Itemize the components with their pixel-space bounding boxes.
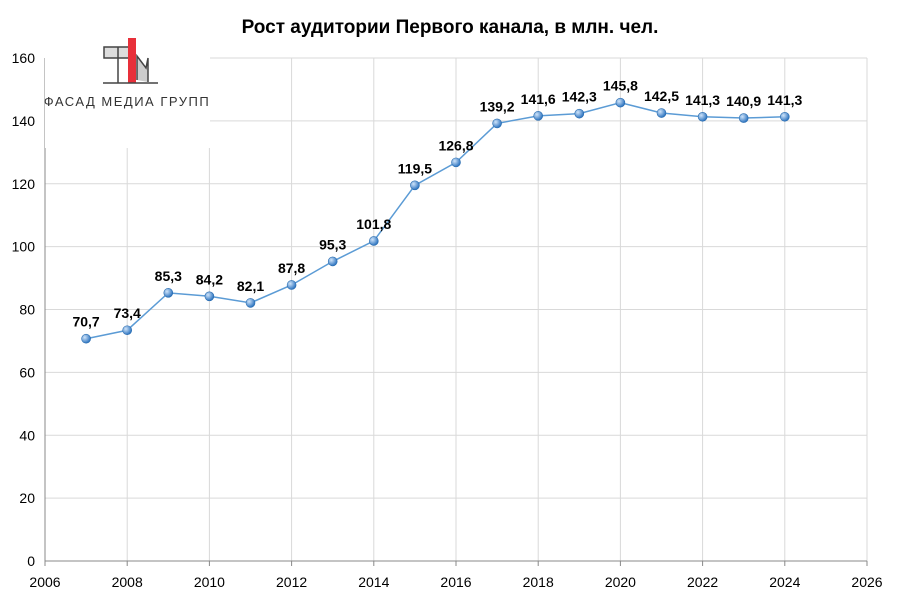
data-label: 101,8 bbox=[356, 216, 391, 232]
logo-text: ФАСАД МЕДИА ГРУПП bbox=[44, 94, 210, 109]
data-point bbox=[163, 288, 174, 298]
data-label: 145,8 bbox=[603, 78, 638, 94]
data-point bbox=[574, 108, 585, 119]
y-tick-label: 40 bbox=[19, 427, 35, 443]
data-point bbox=[738, 113, 749, 123]
y-tick-label: 100 bbox=[12, 239, 36, 255]
series-line bbox=[85, 101, 785, 340]
data-point bbox=[533, 111, 544, 121]
data-point bbox=[656, 108, 667, 118]
data-label: 119,5 bbox=[398, 160, 432, 176]
data-point bbox=[492, 118, 502, 129]
y-tick-label: 60 bbox=[19, 364, 35, 380]
data-label: 126,8 bbox=[438, 137, 473, 153]
data-label: 95,3 bbox=[319, 236, 346, 252]
x-tick-label: 2016 bbox=[440, 574, 471, 590]
data-label: 84,2 bbox=[196, 271, 223, 287]
x-tick-label: 2024 bbox=[769, 574, 800, 590]
x-tick-label: 2012 bbox=[276, 574, 307, 590]
x-tick-label: 2018 bbox=[523, 574, 554, 590]
y-tick-label: 80 bbox=[19, 302, 35, 318]
x-tick-label: 2020 bbox=[605, 574, 636, 590]
y-tick-label: 160 bbox=[12, 50, 36, 66]
x-tick-label: 2014 bbox=[358, 574, 389, 590]
data-point bbox=[410, 180, 420, 191]
data-label: 141,6 bbox=[521, 91, 556, 107]
chart-title: Рост аудитории Первого канала, в млн. че… bbox=[242, 17, 659, 38]
data-label: 87,8 bbox=[278, 260, 305, 276]
data-point bbox=[122, 325, 132, 336]
data-label: 141,3 bbox=[767, 92, 802, 108]
x-tick-label: 2008 bbox=[112, 574, 143, 590]
data-point bbox=[245, 298, 256, 308]
data-label: 82,1 bbox=[237, 278, 264, 294]
data-point bbox=[697, 111, 708, 122]
x-tick-label: 2006 bbox=[29, 574, 60, 590]
data-point bbox=[81, 333, 91, 344]
data-label: 142,3 bbox=[562, 89, 597, 105]
x-tick-label: 2026 bbox=[851, 574, 882, 590]
data-point bbox=[779, 111, 790, 122]
y-tick-label: 0 bbox=[27, 553, 35, 569]
data-point bbox=[204, 291, 215, 302]
data-label: 70,7 bbox=[72, 314, 99, 330]
y-tick-label: 20 bbox=[19, 490, 35, 506]
data-label: 142,5 bbox=[644, 88, 679, 104]
data-point bbox=[368, 236, 379, 246]
data-point bbox=[327, 256, 338, 267]
x-tick-label: 2022 bbox=[687, 574, 718, 590]
y-tick-label: 140 bbox=[12, 113, 36, 129]
data-label: 139,2 bbox=[480, 98, 515, 114]
x-tick-label: 2010 bbox=[194, 574, 225, 590]
data-label: 141,3 bbox=[685, 92, 720, 108]
data-label: 85,3 bbox=[155, 268, 182, 284]
data-point bbox=[451, 157, 461, 168]
data-point bbox=[286, 280, 297, 290]
data-label: 140,9 bbox=[726, 93, 761, 109]
y-tick-label: 120 bbox=[12, 176, 36, 192]
data-label: 73,4 bbox=[114, 305, 141, 321]
data-point bbox=[615, 97, 626, 108]
logo: ФАСАД МЕДИА ГРУПП bbox=[44, 38, 210, 148]
